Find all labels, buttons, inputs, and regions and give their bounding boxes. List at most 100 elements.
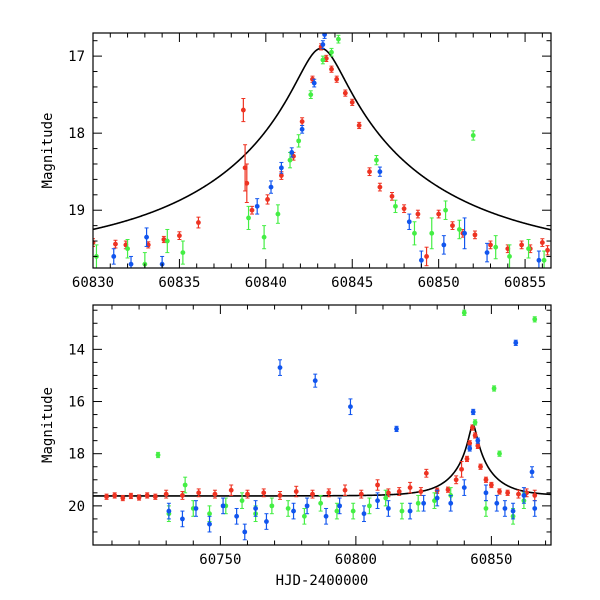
data-point-red <box>497 488 502 495</box>
data-point-green <box>470 130 476 141</box>
data-point-blue <box>407 502 413 520</box>
x-tick-label: 60850 <box>418 275 460 291</box>
x-tick-label: 60850 <box>470 552 512 568</box>
data-point-green <box>275 204 281 224</box>
point-marker <box>488 242 493 248</box>
data-point-green <box>374 155 379 166</box>
data-point-red <box>245 489 250 499</box>
model-curve <box>93 424 551 497</box>
data-point-green <box>334 502 340 520</box>
data-point-blue <box>323 507 329 525</box>
data-point-green <box>432 492 437 509</box>
point-marker <box>228 487 234 493</box>
point-marker <box>180 516 185 522</box>
data-point-red <box>326 488 332 498</box>
data-point-green <box>155 451 161 459</box>
point-marker <box>128 493 134 499</box>
point-marker <box>424 254 429 259</box>
data-point-red <box>445 486 451 493</box>
data-point-green <box>461 309 467 316</box>
data-point-blue <box>521 487 527 504</box>
point-marker <box>412 230 417 236</box>
data-point-blue <box>494 494 500 512</box>
point-marker <box>166 508 172 514</box>
point-marker <box>383 495 389 501</box>
data-point-blue <box>111 248 117 265</box>
data-point-red <box>516 489 521 499</box>
data-point-red <box>196 216 201 229</box>
data-point-blue <box>529 466 535 478</box>
data-point-red <box>277 491 283 500</box>
data-point-blue <box>448 494 454 512</box>
y-axis-label: Magnitude <box>40 113 56 189</box>
data-point-red <box>470 424 475 431</box>
point-marker <box>415 211 421 217</box>
point-marker <box>470 409 476 415</box>
data-point-blue <box>502 500 508 517</box>
y-axis-label: Magnitude <box>40 387 56 463</box>
point-marker <box>278 173 284 178</box>
x-tick-label: 60830 <box>72 275 114 291</box>
point-marker <box>264 519 269 524</box>
point-marker <box>475 443 481 449</box>
point-marker <box>299 119 305 125</box>
data-point-blue <box>311 78 317 88</box>
point-marker <box>375 482 380 488</box>
point-marker <box>415 500 421 506</box>
data-point-red <box>450 221 455 230</box>
point-marker <box>144 234 149 240</box>
data-point-red <box>228 484 234 496</box>
data-point-red <box>265 194 270 205</box>
point-marker <box>421 500 427 506</box>
data-point-red <box>240 97 246 123</box>
point-marker <box>418 489 424 494</box>
point-marker <box>488 482 494 488</box>
data-point-blue <box>513 339 519 346</box>
data-point-red <box>196 488 202 498</box>
point-marker <box>529 469 535 475</box>
data-point-blue <box>475 437 481 444</box>
point-marker <box>418 257 424 263</box>
point-marker <box>196 490 202 496</box>
data-point-green <box>393 199 398 214</box>
point-marker <box>322 33 327 37</box>
data-point-red <box>385 488 391 498</box>
point-marker <box>244 180 250 186</box>
point-marker <box>519 242 525 248</box>
data-point-blue <box>484 242 490 263</box>
point-marker <box>310 491 315 497</box>
data-point-blue <box>441 235 447 255</box>
data-point-blue <box>207 515 212 533</box>
point-marker <box>144 493 150 498</box>
x-tick-label: 60750 <box>199 552 241 568</box>
point-marker <box>532 316 538 322</box>
point-marker <box>312 378 318 384</box>
point-marker <box>350 508 356 514</box>
data-point-red <box>161 235 167 244</box>
point-marker <box>207 521 212 527</box>
point-marker <box>526 246 531 252</box>
point-marker <box>301 513 307 519</box>
point-marker <box>472 232 478 238</box>
data-point-green <box>383 489 389 507</box>
point-marker <box>483 506 489 511</box>
point-marker <box>393 203 398 209</box>
data-point-blue <box>337 497 343 515</box>
axis-ticks <box>93 305 551 546</box>
series-red <box>104 424 538 502</box>
data-point-green <box>541 250 547 268</box>
data-point-blue <box>268 180 274 194</box>
point-marker <box>337 503 343 509</box>
point-marker <box>462 230 467 236</box>
point-marker <box>513 340 519 346</box>
point-marker <box>125 246 130 252</box>
point-marker <box>505 490 511 496</box>
data-point-blue <box>242 523 248 541</box>
data-point-red <box>407 481 413 494</box>
point-marker <box>406 219 412 225</box>
y-tick-label: 19 <box>68 203 85 219</box>
point-marker <box>207 511 212 517</box>
point-marker <box>220 503 226 509</box>
point-marker <box>434 495 440 501</box>
data-point-blue <box>462 217 467 250</box>
